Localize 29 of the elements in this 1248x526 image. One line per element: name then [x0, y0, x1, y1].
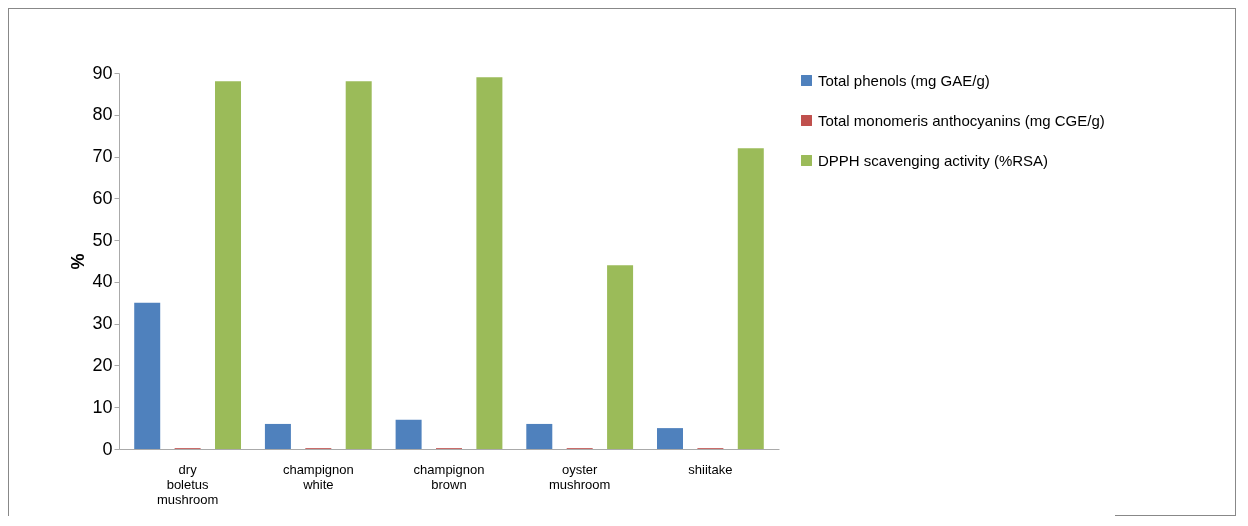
- bar: [737, 148, 764, 449]
- bar: [476, 77, 503, 449]
- y-tick-label: 10: [92, 396, 113, 417]
- bar: [656, 428, 683, 449]
- y-tick-label: 60: [92, 187, 113, 208]
- y-tick-label: 20: [92, 354, 113, 375]
- bar: [607, 265, 634, 449]
- legend-label: DPPH scavenging activity (%RSA): [818, 151, 1049, 169]
- y-tick-label: 30: [92, 313, 113, 334]
- bar: [345, 81, 372, 449]
- x-tick-label: champignon white: [282, 461, 354, 492]
- y-tick-label: 80: [92, 104, 113, 125]
- y-tick-label: 40: [92, 271, 113, 292]
- legend-label: Total phenols (mg GAE/g): [818, 71, 990, 89]
- y-tick-label: 50: [92, 229, 113, 250]
- y-axis-title: %: [68, 253, 89, 270]
- bar: [395, 419, 422, 449]
- bar: [215, 81, 242, 449]
- x-tick-label: dry boletus mushroom: [156, 461, 219, 507]
- bar: [526, 423, 553, 449]
- legend-label: Total monomeris anthocyanins (mg CGE/g): [818, 111, 1105, 129]
- bar: [264, 423, 291, 449]
- y-tick-label: 90: [92, 62, 113, 83]
- bar: [134, 302, 161, 449]
- x-tick-label: oyster mushroom: [548, 461, 611, 492]
- x-tick-label: shiitake: [688, 461, 733, 477]
- y-tick-label: 70: [92, 146, 113, 167]
- y-tick-label: 0: [102, 438, 113, 459]
- x-tick-label: champignon brown: [413, 461, 485, 492]
